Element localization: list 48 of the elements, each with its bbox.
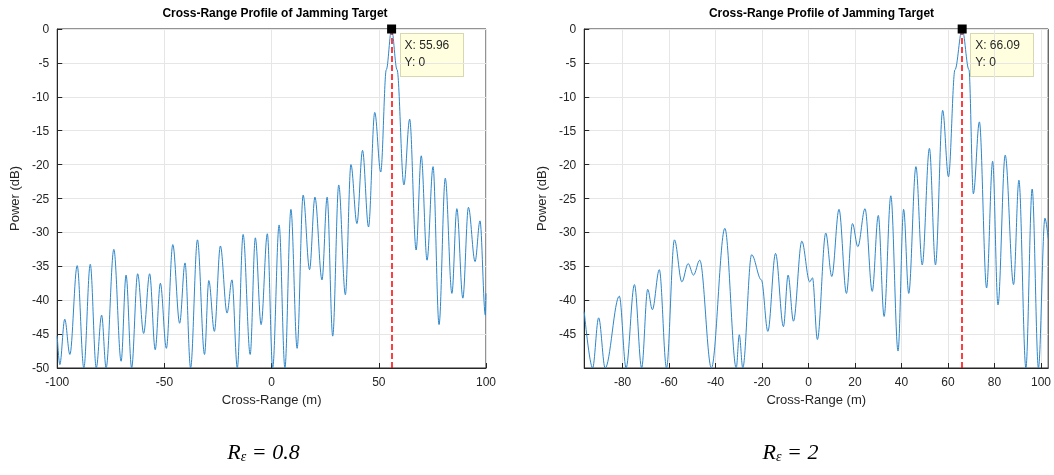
- y-tick-label: 0: [42, 22, 50, 36]
- x-tick-label: 80: [987, 375, 1002, 389]
- y-tick-label: -25: [558, 191, 577, 206]
- x-tick-label: -80: [613, 375, 632, 389]
- x-tick-label: 50: [372, 375, 386, 389]
- y-tick-label: -30: [31, 225, 50, 240]
- y-tick-label: -50: [31, 361, 50, 375]
- x-tick-label: -40: [706, 375, 725, 389]
- x-tick-label: 100: [1030, 375, 1052, 389]
- y-tick-label: -10: [558, 89, 577, 104]
- x-tick-label: 0: [805, 375, 813, 389]
- y-tick-label: -35: [558, 259, 577, 274]
- annotation: X: 55.96: [404, 38, 450, 52]
- y-tick-label: -20: [31, 157, 50, 172]
- text: Rε = 2: [761, 438, 819, 464]
- annotation: X: 66.09: [975, 38, 1021, 52]
- x-tick-label: 100: [475, 375, 497, 389]
- y-tick-label: 0: [569, 22, 577, 36]
- y-tick-label: -25: [31, 191, 50, 206]
- y-axis-title: Power (dB): [7, 165, 22, 232]
- chart-title: Cross-Range Profile of Jamming Target: [162, 6, 388, 20]
- x-tick-label: -50: [155, 375, 174, 389]
- x-tick-label: 60: [941, 375, 956, 389]
- y-tick-label: -5: [565, 55, 577, 70]
- y-tick-label: -10: [31, 89, 50, 104]
- annotation: Y: 0: [404, 55, 426, 69]
- y-tick-label: -20: [558, 157, 577, 172]
- x-axis-title: Cross-Range (m): [221, 391, 322, 407]
- x-tick-label: -20: [753, 375, 772, 389]
- y-tick-label: -35: [31, 259, 50, 274]
- y-tick-label: -45: [31, 327, 50, 342]
- x-tick-label: -60: [660, 375, 679, 389]
- y-tick-label: -5: [38, 55, 50, 70]
- y-tick-label: -45: [558, 327, 577, 342]
- x-tick-label: 0: [268, 375, 276, 389]
- chart-title: Cross-Range Profile of Jamming Target: [708, 6, 935, 20]
- y-axis-title: Power (dB): [534, 165, 549, 232]
- y-tick-label: -15: [31, 123, 50, 138]
- x-tick-label: -100: [45, 375, 70, 389]
- y-tick-label: -15: [558, 123, 577, 138]
- x-axis-title: Cross-Range (m): [766, 391, 867, 407]
- y-tick-label: -40: [558, 293, 577, 308]
- y-tick-label: -40: [31, 293, 50, 308]
- text: Rε = 0.8: [226, 438, 300, 464]
- y-tick-label: -30: [558, 225, 577, 240]
- annotation: Y: 0: [975, 55, 997, 69]
- x-tick-label: 20: [848, 375, 863, 389]
- x-tick-label: 40: [894, 375, 909, 389]
